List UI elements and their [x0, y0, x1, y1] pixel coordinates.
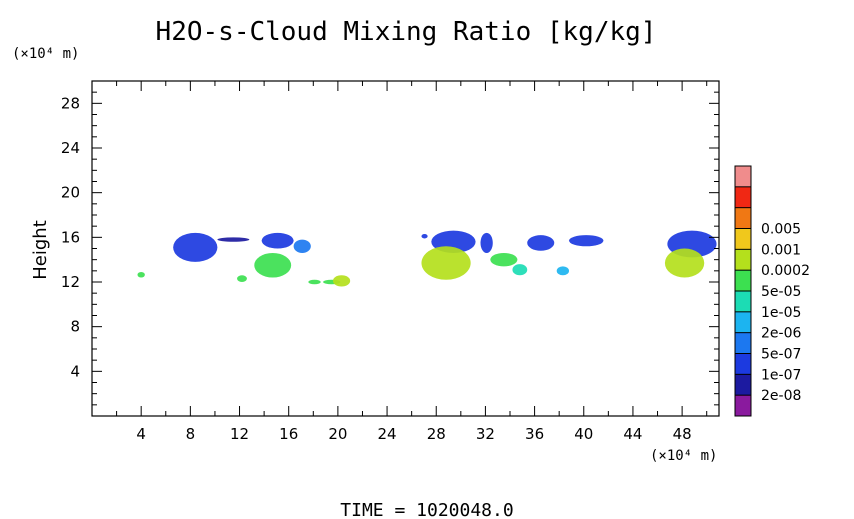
- cloud-region: [137, 271, 145, 278]
- colorbar-swatch: [735, 353, 751, 375]
- cloud-region: [421, 233, 428, 239]
- cloud-region: [261, 232, 294, 249]
- colorbar-label: 1e-07: [761, 367, 801, 383]
- x-tick-label: 16: [279, 425, 298, 443]
- x-tick-label: 12: [230, 425, 249, 443]
- colorbar-label: 0.0002: [761, 263, 810, 279]
- cloud-region: [490, 252, 518, 267]
- colorbar-label: 1e-05: [761, 305, 801, 321]
- colorbar-swatch: [735, 270, 751, 291]
- y-tick-label: 24: [61, 139, 80, 157]
- colorbar-swatch: [735, 374, 751, 396]
- cloud-region: [173, 232, 218, 262]
- x-tick-label: 28: [427, 425, 446, 443]
- x-tick-label: 44: [623, 425, 642, 443]
- colorbar-label: 2e-06: [761, 326, 801, 342]
- cloud-region: [254, 252, 292, 278]
- y-axis: 4 8 12 16 20 24 28: [61, 91, 719, 406]
- cloud-region: [308, 279, 321, 285]
- cloud-region: [569, 235, 604, 247]
- colorbar-label: 2e-08: [761, 388, 801, 404]
- cloud-region: [217, 237, 250, 242]
- x-tick-label: 36: [525, 425, 544, 443]
- cloud-region: [556, 266, 570, 276]
- y-tick-label: 4: [70, 362, 80, 380]
- x-tick-label: 8: [186, 425, 196, 443]
- x-unit-label: (×10⁴ m): [650, 448, 717, 464]
- colorbar: 2e-08 1e-07 5e-07 2e-06 1e-05 5e-05 0.0002 0.00…: [734, 165, 810, 417]
- chart-title: H2O-s-Cloud Mixing Ratio [kg/kg]: [156, 17, 657, 47]
- colorbar-label: 0.005: [761, 222, 801, 238]
- x-tick-label: 24: [378, 425, 397, 443]
- colorbar-swatch: [735, 186, 751, 208]
- time-label: TIME = 1020048.0: [340, 500, 513, 519]
- y-axis-title: Height: [30, 220, 51, 280]
- x-tick-label: 4: [136, 425, 146, 443]
- y-unit-label: (×10⁴ m): [12, 46, 79, 62]
- colorbar-label: 0.001: [761, 242, 801, 258]
- x-tick-label: 40: [574, 425, 593, 443]
- y-tick-label: 8: [70, 318, 80, 336]
- colorbar-label: 5e-05: [761, 284, 801, 300]
- colorbar-swatch: [735, 332, 751, 354]
- x-tick-label: 48: [673, 425, 692, 443]
- colorbar-swatch: [735, 291, 751, 312]
- cloud-region: [480, 232, 493, 253]
- cloud-region: [293, 239, 311, 253]
- colorbar-swatch: [735, 311, 751, 333]
- colorbar-swatch: [735, 207, 751, 229]
- plot-fields: [137, 230, 717, 287]
- colorbar-swatch: [735, 166, 751, 187]
- cloud-region: [237, 275, 247, 282]
- cloud-region: [512, 264, 528, 276]
- cloud-region: [332, 275, 351, 287]
- colorbar-swatch: [735, 228, 751, 250]
- x-axis: 4 8 12 16 20 24 28 32 36 40 44 48: [116, 81, 708, 443]
- y-tick-label: 16: [61, 228, 80, 246]
- cloud-region: [664, 248, 705, 278]
- x-tick-label: 20: [328, 425, 347, 443]
- cloud-region: [527, 235, 555, 251]
- x-tick-label: 32: [476, 425, 495, 443]
- colorbar-label: 5e-07: [761, 347, 801, 363]
- y-tick-label: 28: [61, 94, 80, 112]
- colorbar-swatch: [735, 249, 751, 271]
- y-tick-label: 20: [61, 184, 80, 202]
- cloud-region: [421, 246, 471, 280]
- colorbar-swatch: [735, 395, 751, 416]
- y-tick-label: 12: [61, 273, 80, 291]
